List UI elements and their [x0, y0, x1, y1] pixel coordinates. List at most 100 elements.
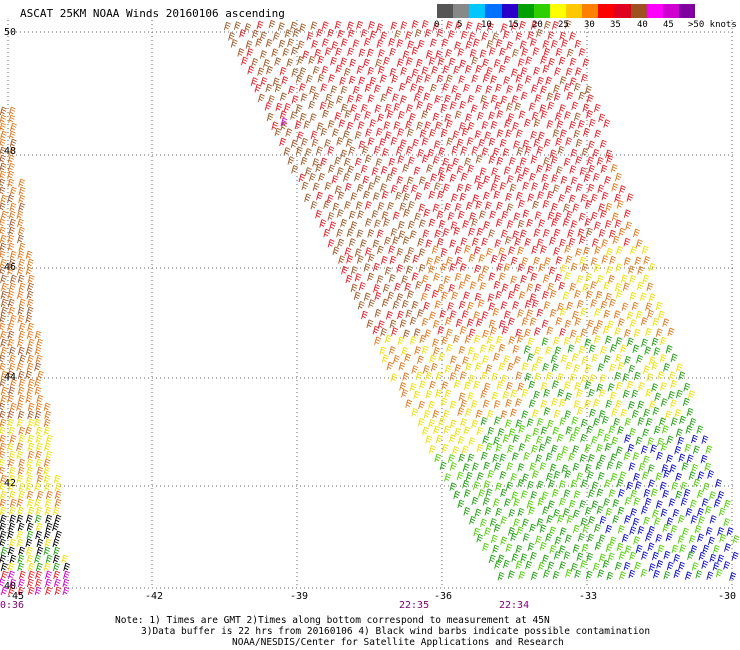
wind-barb — [497, 554, 505, 563]
wind-barb — [304, 167, 312, 176]
wind-barb — [505, 419, 512, 428]
wind-barb — [708, 536, 715, 546]
wind-barb — [44, 578, 52, 588]
wind-barb — [462, 220, 470, 229]
wind-barb — [709, 491, 716, 500]
wind-barb — [684, 443, 692, 453]
wind-barb — [554, 112, 562, 121]
wind-barb — [529, 523, 537, 533]
wind-barb — [651, 383, 659, 392]
wind-barb — [543, 301, 551, 310]
wind-barb — [456, 165, 464, 174]
wind-barb — [457, 499, 465, 509]
wind-barb — [621, 533, 629, 543]
wind-barb — [338, 255, 346, 264]
wind-barb — [54, 498, 62, 508]
wind-barb — [691, 562, 699, 571]
wind-barb — [390, 184, 398, 194]
wind-barb — [332, 202, 340, 212]
wind-barb — [579, 500, 587, 509]
wind-barb — [563, 336, 571, 346]
wind-barb — [538, 263, 546, 272]
wind-barb — [336, 95, 344, 104]
wind-barb — [482, 542, 490, 552]
wind-barb — [444, 473, 452, 482]
wind-barb — [284, 29, 292, 38]
wind-barb — [421, 426, 429, 436]
wind-barb — [487, 469, 495, 479]
wind-barb — [623, 561, 631, 571]
wind-barb — [580, 193, 588, 203]
wind-barb — [510, 275, 518, 285]
wind-barb — [592, 326, 600, 336]
wind-barb — [542, 64, 550, 74]
wind-barb — [356, 183, 364, 193]
wind-barb — [413, 390, 421, 400]
wind-barb — [556, 433, 564, 443]
wind-barb — [503, 76, 511, 85]
wind-barb — [0, 114, 7, 124]
wind-barb — [437, 283, 445, 293]
wind-barb — [575, 156, 583, 165]
wind-barb — [297, 56, 305, 65]
wind-barb — [393, 121, 401, 130]
wind-barb — [402, 50, 410, 59]
wind-barb — [45, 570, 52, 580]
wind-barb — [44, 482, 52, 492]
wind-barb — [450, 193, 458, 202]
wind-barb — [9, 250, 17, 260]
wind-barb — [633, 472, 641, 482]
wind-barb — [698, 516, 705, 525]
wind-barb — [18, 490, 26, 500]
wind-barb — [431, 289, 439, 299]
wind-barb — [663, 469, 671, 479]
wind-barb — [441, 336, 449, 346]
wind-barb — [506, 220, 514, 229]
wind-barb — [626, 337, 634, 347]
wind-barb — [251, 29, 259, 39]
wind-barb — [604, 176, 612, 185]
wind-barb — [512, 434, 520, 443]
wind-barb — [561, 464, 569, 474]
wind-barb — [299, 67, 307, 76]
wind-barb — [311, 39, 319, 49]
wind-barb — [719, 533, 727, 543]
wind-barb — [558, 480, 566, 489]
wind-barb — [350, 192, 358, 201]
wind-barb — [670, 525, 678, 534]
wind-barb — [580, 517, 588, 527]
wind-barb — [628, 364, 636, 374]
wind-barb — [401, 184, 409, 194]
wind-barb — [598, 203, 605, 212]
wind-barb — [52, 554, 60, 564]
wind-barb — [361, 310, 369, 320]
wind-barb — [391, 327, 399, 336]
wind-barb — [576, 406, 584, 416]
wind-barb — [495, 507, 503, 517]
wind-barb — [713, 499, 721, 508]
wind-barb — [510, 472, 518, 482]
wind-barb — [632, 517, 640, 527]
wind-barb — [250, 77, 258, 86]
wind-barb — [62, 578, 70, 588]
wind-barb — [43, 418, 51, 428]
wind-barb — [335, 47, 343, 57]
wind-barb — [230, 39, 238, 48]
wind-barb — [573, 112, 581, 121]
wind-barb — [272, 77, 280, 87]
wind-barb — [543, 157, 550, 166]
wind-barb — [571, 416, 579, 425]
wind-barb — [306, 74, 313, 84]
wind-barb — [682, 527, 690, 537]
wind-barb — [16, 450, 24, 460]
wind-barb — [34, 330, 42, 340]
wind-barb — [445, 328, 453, 337]
wind-barb — [26, 546, 33, 556]
wind-barb — [563, 157, 571, 167]
wind-barb — [495, 443, 503, 453]
wind-barb — [645, 417, 653, 427]
wind-barb — [609, 536, 617, 546]
wind-barb — [581, 374, 588, 384]
wind-barb — [384, 103, 392, 113]
wind-barb — [553, 409, 561, 419]
